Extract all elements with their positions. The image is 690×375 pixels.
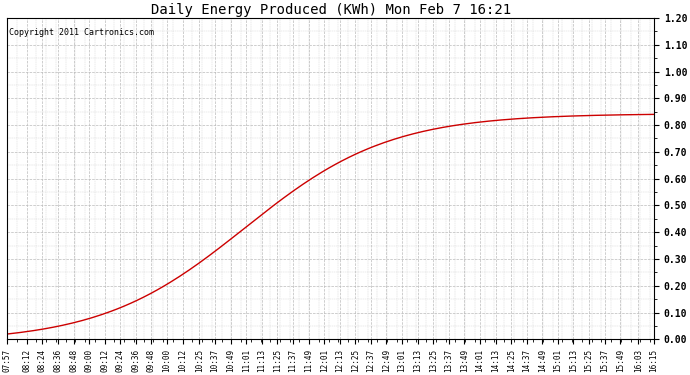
Title: Daily Energy Produced (KWh) Mon Feb 7 16:21: Daily Energy Produced (KWh) Mon Feb 7 16… <box>150 3 511 17</box>
Text: Copyright 2011 Cartronics.com: Copyright 2011 Cartronics.com <box>9 28 155 37</box>
